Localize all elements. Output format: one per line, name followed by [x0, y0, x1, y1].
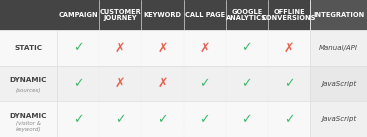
Text: DYNAMIC: DYNAMIC: [10, 77, 47, 83]
Text: DYNAMIC: DYNAMIC: [10, 113, 47, 119]
Bar: [310, 101, 367, 137]
Text: CUSTOMER
JOURNEY: CUSTOMER JOURNEY: [99, 9, 141, 22]
Text: (sources): (sources): [16, 88, 41, 93]
Text: STATIC: STATIC: [14, 45, 43, 51]
Text: JavaScript: JavaScript: [321, 81, 356, 87]
Text: ✗: ✗: [157, 77, 168, 90]
Text: CAMPAIGN: CAMPAIGN: [58, 12, 98, 18]
Text: ✗: ✗: [115, 42, 126, 54]
Text: ✓: ✓: [199, 77, 210, 90]
Bar: [310, 0, 367, 30]
Text: ✓: ✓: [73, 113, 83, 126]
Text: ✓: ✓: [73, 42, 83, 54]
Text: ✓: ✓: [115, 113, 126, 126]
Bar: [0, 0, 367, 30]
Text: ✓: ✓: [241, 77, 252, 90]
Bar: [310, 30, 367, 66]
Text: GOOGLE
ANALYTICS: GOOGLE ANALYTICS: [226, 9, 267, 22]
Text: ✓: ✓: [284, 77, 294, 90]
Text: ✗: ✗: [284, 42, 294, 54]
Text: ✗: ✗: [157, 42, 168, 54]
Text: ✓: ✓: [73, 77, 83, 90]
Text: ✓: ✓: [157, 113, 168, 126]
Text: (visitor &
keyword): (visitor & keyword): [16, 121, 41, 132]
Text: Manual/API: Manual/API: [319, 45, 358, 51]
Bar: [0, 101, 310, 137]
Bar: [310, 66, 367, 101]
Text: ✓: ✓: [241, 113, 252, 126]
Text: ✗: ✗: [199, 42, 210, 54]
Bar: [0, 30, 310, 66]
Text: JavaScript: JavaScript: [321, 116, 356, 122]
Text: INTEGRATION: INTEGRATION: [313, 12, 364, 18]
Text: ✓: ✓: [284, 113, 294, 126]
Text: KEYWORD: KEYWORD: [143, 12, 181, 18]
Text: OFFLINE
CONVERSIONS: OFFLINE CONVERSIONS: [262, 9, 316, 22]
Text: CALL PAGE: CALL PAGE: [185, 12, 225, 18]
Text: ✓: ✓: [241, 42, 252, 54]
Bar: [0, 66, 310, 101]
Text: ✓: ✓: [199, 113, 210, 126]
Text: ✗: ✗: [115, 77, 126, 90]
